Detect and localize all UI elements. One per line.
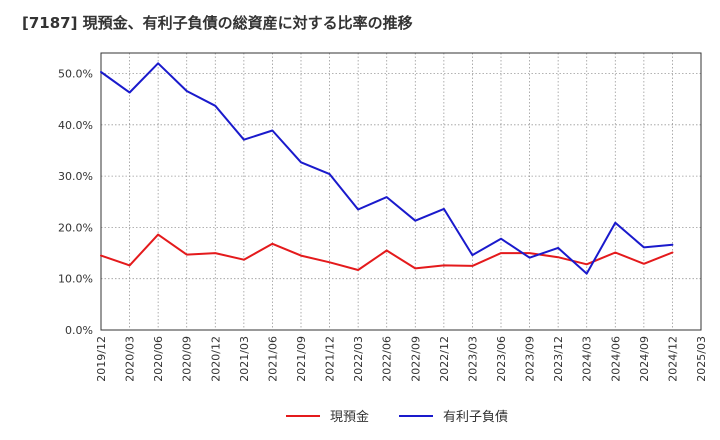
x-tick-label: 2022/06 xyxy=(381,336,394,382)
x-tick-label: 2024/12 xyxy=(666,336,679,382)
x-tick-label: 2020/12 xyxy=(209,336,222,382)
y-tick-label: 20.0% xyxy=(58,221,93,234)
legend-label: 現預金 xyxy=(330,409,369,425)
x-tick-label: 2021/09 xyxy=(295,336,308,382)
x-tick-label: 2023/12 xyxy=(552,336,565,382)
grid-layer xyxy=(101,53,701,330)
x-tick-label: 2025/03 xyxy=(695,336,708,382)
y-tick-label: 10.0% xyxy=(58,273,93,286)
x-tick-label: 2022/03 xyxy=(352,336,365,382)
x-tick-label: 2020/06 xyxy=(152,336,165,382)
y-tick-label: 0.0% xyxy=(65,324,93,337)
x-tick-label: 2022/12 xyxy=(438,336,451,382)
x-tick-label: 2020/03 xyxy=(124,336,137,382)
legend-label: 有利子負債 xyxy=(443,410,508,425)
plot-frame xyxy=(100,52,702,331)
chart-title: [7187] 現預金、有利子負債の総資産に対する比率の推移 xyxy=(22,14,413,32)
x-tick-label: 2021/06 xyxy=(266,336,279,382)
x-tick-label: 2023/06 xyxy=(495,336,508,382)
y-tick-label: 50.0% xyxy=(58,68,93,81)
series-line-cash xyxy=(100,233,674,271)
x-tick-label: 2020/09 xyxy=(181,336,194,382)
legend: 現預金 有利子負債 xyxy=(286,409,508,425)
x-tick-label: 2019/12 xyxy=(95,336,108,382)
x-tick-label: 2021/03 xyxy=(238,336,251,382)
series-layer xyxy=(100,62,674,275)
series-line-debt xyxy=(100,62,674,275)
x-tick-label: 2023/09 xyxy=(524,336,537,382)
x-tick-label: 2022/09 xyxy=(409,336,422,382)
x-tick-label: 2024/06 xyxy=(609,336,622,382)
x-tick-label: 2023/03 xyxy=(466,336,479,382)
y-tick-label: 30.0% xyxy=(58,170,93,183)
x-tick-label: 2024/03 xyxy=(581,336,594,382)
x-tick-label: 2021/12 xyxy=(324,336,337,382)
axis-layer: 2019/12 2020/03 2020/06 2020/09 2020/12 2021/… xyxy=(58,52,708,382)
x-tick-label: 2024/09 xyxy=(638,336,651,382)
y-tick-label: 40.0% xyxy=(58,119,93,132)
